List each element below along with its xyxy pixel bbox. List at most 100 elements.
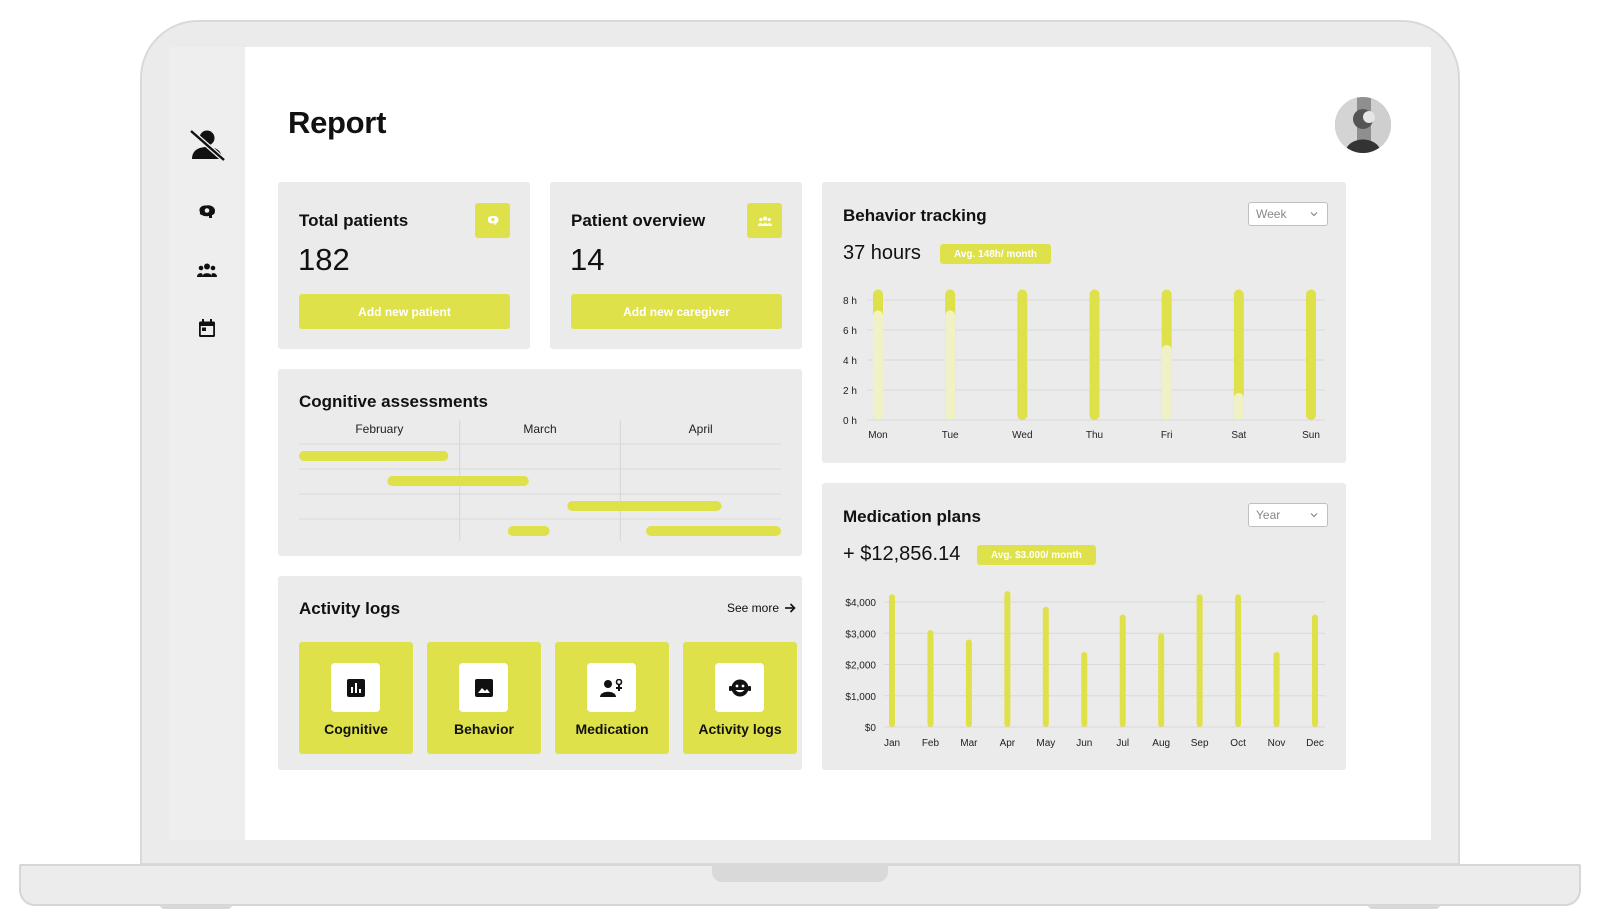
x-tick-label: Nov xyxy=(1268,738,1286,749)
tile-label: Medication xyxy=(575,721,649,737)
y-tick-label: $2,000 xyxy=(845,661,876,672)
sidebar-item-brain[interactable] xyxy=(187,192,227,232)
y-tick-label: 4 h xyxy=(843,356,857,367)
x-tick-label: Sun xyxy=(1302,430,1320,441)
arrow-right-icon xyxy=(785,603,796,613)
medication-bar xyxy=(1158,633,1165,727)
sidebar-item-calendar[interactable] xyxy=(187,308,227,348)
behavior-bar xyxy=(1017,289,1028,420)
x-tick-label: Tue xyxy=(942,430,959,441)
medication-avg-badge: Avg. $3.000/ month xyxy=(977,545,1096,565)
x-tick-label: Aug xyxy=(1152,738,1170,749)
x-tick-label: Sat xyxy=(1231,430,1246,441)
medication-period-select[interactable]: Year xyxy=(1248,503,1328,527)
y-tick-label: $1,000 xyxy=(845,692,876,703)
behavior-bar xyxy=(1161,345,1172,420)
medication-bar xyxy=(1273,652,1280,727)
y-tick-label: 6 h xyxy=(843,326,857,337)
tile-icon-box xyxy=(331,663,380,712)
gantt-bar xyxy=(567,501,722,511)
laptop-notch xyxy=(712,864,888,882)
x-tick-label: May xyxy=(1036,738,1055,749)
activity-tile-cognitive[interactable]: Cognitive xyxy=(299,642,413,754)
sidebar xyxy=(169,47,245,840)
tile-icon-box xyxy=(715,663,764,712)
avatar[interactable] xyxy=(1335,97,1391,153)
tile-label: Behavior xyxy=(454,721,514,737)
x-tick-label: Jul xyxy=(1116,738,1129,749)
page-title: Report xyxy=(288,105,387,140)
total-patients-card: Total patients 182 Add new patient xyxy=(278,182,530,349)
medication-bar xyxy=(1235,594,1242,727)
medication-bar xyxy=(1312,614,1318,727)
app-screen: Report Total patients 182 Add new patien… xyxy=(169,47,1431,840)
medication-bar xyxy=(927,630,934,727)
y-tick-label: 2 h xyxy=(843,386,857,397)
group-icon xyxy=(197,263,217,277)
month-label: April xyxy=(689,422,713,436)
x-tick-label: Wed xyxy=(1012,430,1032,441)
user-photo-icon xyxy=(1335,97,1391,153)
medication-bar xyxy=(889,594,895,727)
behavior-avg-badge: Avg. 148h/ month xyxy=(940,244,1051,264)
person-pill-icon xyxy=(599,678,622,697)
add-new-caregiver-button[interactable]: Add new caregiver xyxy=(571,294,782,329)
behavior-period-select[interactable]: Week xyxy=(1248,202,1328,226)
x-tick-label: Jan xyxy=(884,738,900,749)
card-title: Medication plans xyxy=(843,507,981,526)
activity-logs-card: Activity logs See more Cognitive xyxy=(278,576,802,770)
medication-bar xyxy=(1119,614,1126,727)
sidebar-item-group[interactable] xyxy=(187,250,227,290)
see-more-link[interactable]: See more xyxy=(727,601,796,615)
activity-tile-medication[interactable]: Medication xyxy=(555,642,669,754)
y-tick-label: 8 h xyxy=(843,296,857,307)
image-icon xyxy=(474,678,493,697)
cognitive-assessments-card: Cognitive assessments February March April xyxy=(278,369,802,556)
tile-label: Activity logs xyxy=(698,721,782,737)
behavior-bar xyxy=(1089,289,1100,420)
gantt-bar xyxy=(387,476,529,486)
card-badge xyxy=(475,203,510,238)
sidebar-item-user-off[interactable] xyxy=(187,125,227,165)
total-patients-value: 182 xyxy=(298,242,350,277)
behavior-tracking-card: Behavior tracking Week 37 hours Avg. 148… xyxy=(822,182,1346,463)
select-value: Week xyxy=(1256,207,1287,221)
y-tick-label: $0 xyxy=(865,723,877,734)
month-label: March xyxy=(523,422,556,436)
patient-overview-card: Patient overview 14 Add new caregiver xyxy=(550,182,802,349)
x-tick-label: Oct xyxy=(1230,738,1246,749)
card-title: Cognitive assessments xyxy=(299,392,488,411)
y-tick-label: 0 h xyxy=(843,416,857,427)
gantt-bar xyxy=(507,526,550,536)
smile-icon xyxy=(728,679,751,696)
medication-bar xyxy=(1196,594,1203,727)
activity-tile-activity-logs[interactable]: Activity logs xyxy=(683,642,797,754)
select-value: Year xyxy=(1256,508,1281,522)
medication-bar-chart: $4,000 $3,000 $2,000 $1,000 $0 Jan Feb Mar Apr Ma… xyxy=(845,591,1325,749)
behavior-bar xyxy=(945,310,956,420)
behavior-total-hours: 37 hours xyxy=(843,242,921,264)
y-tick-label: $3,000 xyxy=(845,629,876,640)
x-tick-label: Mar xyxy=(960,738,978,749)
see-more-label: See more xyxy=(727,601,780,615)
add-new-patient-button[interactable]: Add new patient xyxy=(299,294,510,329)
x-tick-label: Feb xyxy=(922,738,940,749)
behavior-bar xyxy=(1233,393,1244,420)
activity-tile-behavior[interactable]: Behavior xyxy=(427,642,541,754)
x-tick-label: Thu xyxy=(1086,430,1103,441)
cognitive-gantt-chart: February March April xyxy=(299,420,781,541)
patient-overview-value: 14 xyxy=(570,242,605,277)
x-tick-label: Jun xyxy=(1076,738,1092,749)
x-tick-label: Dec xyxy=(1306,738,1324,749)
chevron-down-icon xyxy=(1310,513,1318,518)
behavior-bar xyxy=(1306,289,1316,420)
x-tick-label: Mon xyxy=(868,430,887,441)
behavior-bar xyxy=(873,310,883,420)
behavior-bar-chart: 8 h 6 h 4 h 2 h 0 h Mon Tue Wed Thu Fri Sat Sun xyxy=(843,289,1325,441)
gantt-bar xyxy=(646,526,781,536)
brain-icon xyxy=(487,215,498,225)
tile-label: Cognitive xyxy=(324,721,388,737)
y-tick-label: $4,000 xyxy=(845,598,876,609)
laptop-foot-right xyxy=(1368,905,1440,909)
card-badge xyxy=(747,203,782,238)
